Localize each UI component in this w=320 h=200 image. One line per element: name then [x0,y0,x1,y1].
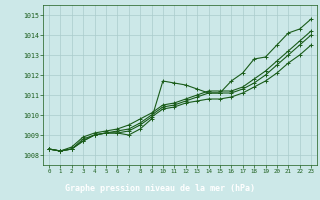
Text: Graphe pression niveau de la mer (hPa): Graphe pression niveau de la mer (hPa) [65,184,255,193]
